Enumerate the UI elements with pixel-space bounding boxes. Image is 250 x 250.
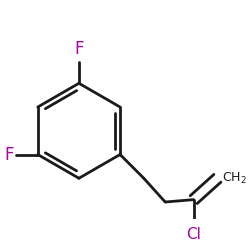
Text: F: F [4,146,14,164]
Text: F: F [74,40,84,58]
Text: Cl: Cl [186,227,201,242]
Text: CH$_2$: CH$_2$ [222,171,247,186]
